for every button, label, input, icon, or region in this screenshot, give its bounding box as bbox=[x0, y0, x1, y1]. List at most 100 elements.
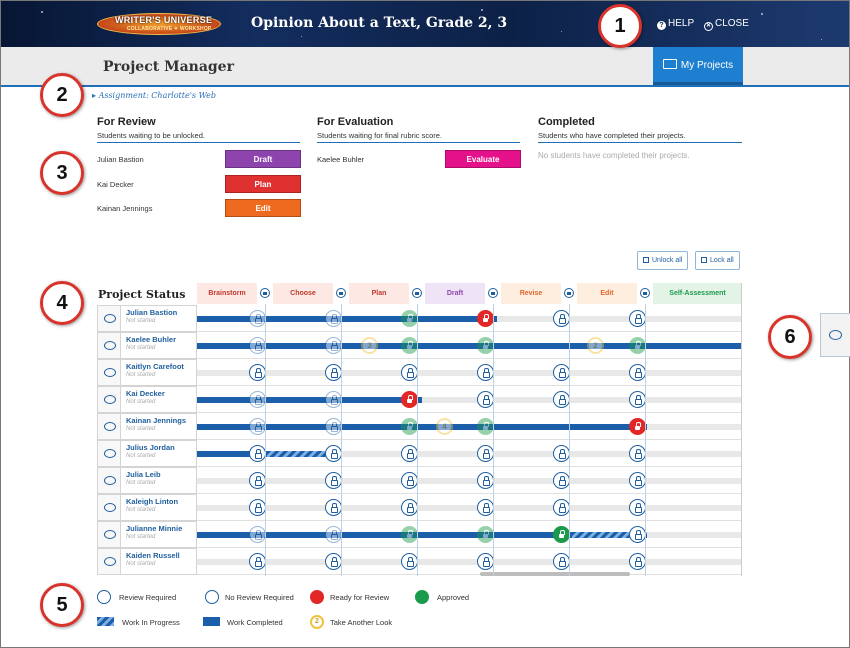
lock-icon[interactable] bbox=[249, 418, 266, 435]
student-name[interactable]: Kaelee Buhler bbox=[126, 335, 177, 344]
student-comment-button[interactable] bbox=[97, 494, 121, 521]
student-cell[interactable]: Julia Leib Not started bbox=[121, 467, 197, 494]
student-name[interactable]: Julianne Minnie bbox=[126, 524, 183, 533]
draft-button[interactable]: Draft bbox=[225, 150, 301, 168]
student-cell[interactable]: Kai Decker Not started bbox=[121, 386, 197, 413]
student-name[interactable]: Julius Jordan bbox=[126, 443, 175, 452]
lock-icon[interactable] bbox=[401, 499, 418, 516]
lock-icon[interactable] bbox=[325, 472, 342, 489]
lock-icon[interactable] bbox=[477, 499, 494, 516]
stage-lock-icon[interactable] bbox=[336, 288, 346, 298]
lock-icon[interactable] bbox=[325, 364, 342, 381]
approved-icon[interactable] bbox=[477, 526, 494, 543]
student-comment-button[interactable] bbox=[97, 467, 121, 494]
lock-icon[interactable] bbox=[477, 472, 494, 489]
student-name[interactable]: Kaitlyn Carefoot bbox=[126, 362, 184, 371]
student-comment-button[interactable] bbox=[97, 386, 121, 413]
lock-icon[interactable] bbox=[553, 472, 570, 489]
lock-icon[interactable] bbox=[325, 526, 342, 543]
my-projects-button[interactable]: My Projects bbox=[653, 47, 743, 85]
lock-icon[interactable] bbox=[477, 391, 494, 408]
stage-lock-icon[interactable] bbox=[412, 288, 422, 298]
ready-for-review-icon[interactable] bbox=[477, 310, 494, 327]
lock-icon[interactable] bbox=[249, 337, 266, 354]
student-comment-button[interactable] bbox=[97, 548, 121, 575]
lock-icon[interactable] bbox=[629, 445, 646, 462]
take-another-look-icon[interactable]: 2 bbox=[587, 337, 604, 354]
student-name[interactable]: Kaiden Russell bbox=[126, 551, 180, 560]
approved-icon[interactable] bbox=[477, 337, 494, 354]
approved-icon[interactable] bbox=[401, 526, 418, 543]
lock-all-button[interactable]: Lock all bbox=[695, 251, 740, 270]
plan-button[interactable]: Plan bbox=[225, 175, 301, 193]
approved-icon[interactable] bbox=[401, 337, 418, 354]
horizontal-scrollbar[interactable] bbox=[480, 572, 630, 576]
student-cell[interactable]: Julian Bastion Not started bbox=[121, 305, 197, 332]
lock-icon[interactable] bbox=[325, 391, 342, 408]
approved-icon[interactable] bbox=[401, 310, 418, 327]
student-cell[interactable]: Kaelee Buhler Not started bbox=[121, 332, 197, 359]
lock-icon[interactable] bbox=[629, 472, 646, 489]
lock-icon[interactable] bbox=[553, 310, 570, 327]
student-cell[interactable]: Kaleigh Linton Not started bbox=[121, 494, 197, 521]
help-link[interactable]: ? HELP bbox=[657, 18, 694, 30]
chat-panel-button[interactable] bbox=[820, 313, 850, 357]
lock-icon[interactable] bbox=[553, 445, 570, 462]
lock-icon[interactable] bbox=[401, 445, 418, 462]
approved-icon[interactable] bbox=[629, 337, 646, 354]
lock-icon[interactable] bbox=[325, 310, 342, 327]
take-another-look-icon[interactable]: 4 bbox=[436, 418, 453, 435]
ready-for-review-icon[interactable] bbox=[629, 418, 646, 435]
lock-icon[interactable] bbox=[401, 364, 418, 381]
lock-icon[interactable] bbox=[325, 445, 342, 462]
lock-icon[interactable] bbox=[325, 418, 342, 435]
lock-icon[interactable] bbox=[553, 391, 570, 408]
approved-icon[interactable] bbox=[553, 526, 570, 543]
approved-icon[interactable] bbox=[477, 418, 494, 435]
breadcrumb[interactable]: ▸ Assignment: Charlotte's Web bbox=[92, 91, 216, 100]
lock-icon[interactable] bbox=[553, 553, 570, 570]
lock-icon[interactable] bbox=[401, 472, 418, 489]
student-comment-button[interactable] bbox=[97, 359, 121, 386]
lock-icon[interactable] bbox=[477, 553, 494, 570]
lock-icon[interactable] bbox=[629, 526, 646, 543]
stage-lock-icon[interactable] bbox=[260, 288, 270, 298]
lock-icon[interactable] bbox=[249, 310, 266, 327]
lock-icon[interactable] bbox=[629, 391, 646, 408]
lock-icon[interactable] bbox=[325, 553, 342, 570]
lock-icon[interactable] bbox=[325, 499, 342, 516]
stage-lock-icon[interactable] bbox=[488, 288, 498, 298]
lock-icon[interactable] bbox=[553, 499, 570, 516]
student-cell[interactable]: Julius Jordan Not started bbox=[121, 440, 197, 467]
student-cell[interactable]: Kaitlyn Carefoot Not started bbox=[121, 359, 197, 386]
student-cell[interactable]: Kaiden Russell Not started bbox=[121, 548, 197, 575]
lock-icon[interactable] bbox=[477, 364, 494, 381]
lock-icon[interactable] bbox=[629, 364, 646, 381]
unlock-all-button[interactable]: Unlock all bbox=[637, 251, 689, 270]
lock-icon[interactable] bbox=[629, 310, 646, 327]
student-name[interactable]: Julia Leib bbox=[126, 470, 161, 479]
lock-icon[interactable] bbox=[249, 499, 266, 516]
ready-for-review-icon[interactable] bbox=[401, 391, 418, 408]
student-comment-button[interactable] bbox=[97, 521, 121, 548]
lock-icon[interactable] bbox=[325, 337, 342, 354]
student-name[interactable]: Kainan Jennings bbox=[126, 416, 187, 425]
lock-icon[interactable] bbox=[477, 445, 494, 462]
lock-icon[interactable] bbox=[629, 499, 646, 516]
stage-lock-icon[interactable] bbox=[640, 288, 650, 298]
student-name[interactable]: Julian Bastion bbox=[126, 308, 178, 317]
student-name[interactable]: Kai Decker bbox=[126, 389, 165, 398]
lock-icon[interactable] bbox=[249, 472, 266, 489]
lock-icon[interactable] bbox=[249, 526, 266, 543]
student-comment-button[interactable] bbox=[97, 332, 121, 359]
close-link[interactable]: ✕ CLOSE bbox=[704, 18, 749, 31]
student-comment-button[interactable] bbox=[97, 440, 121, 467]
evaluate-button[interactable]: Evaluate bbox=[445, 150, 521, 168]
lock-icon[interactable] bbox=[249, 553, 266, 570]
lock-icon[interactable] bbox=[249, 364, 266, 381]
edit-button[interactable]: Edit bbox=[225, 199, 301, 217]
stage-lock-icon[interactable] bbox=[564, 288, 574, 298]
lock-icon[interactable] bbox=[553, 364, 570, 381]
approved-icon[interactable] bbox=[401, 418, 418, 435]
student-cell[interactable]: Julianne Minnie Not started bbox=[121, 521, 197, 548]
